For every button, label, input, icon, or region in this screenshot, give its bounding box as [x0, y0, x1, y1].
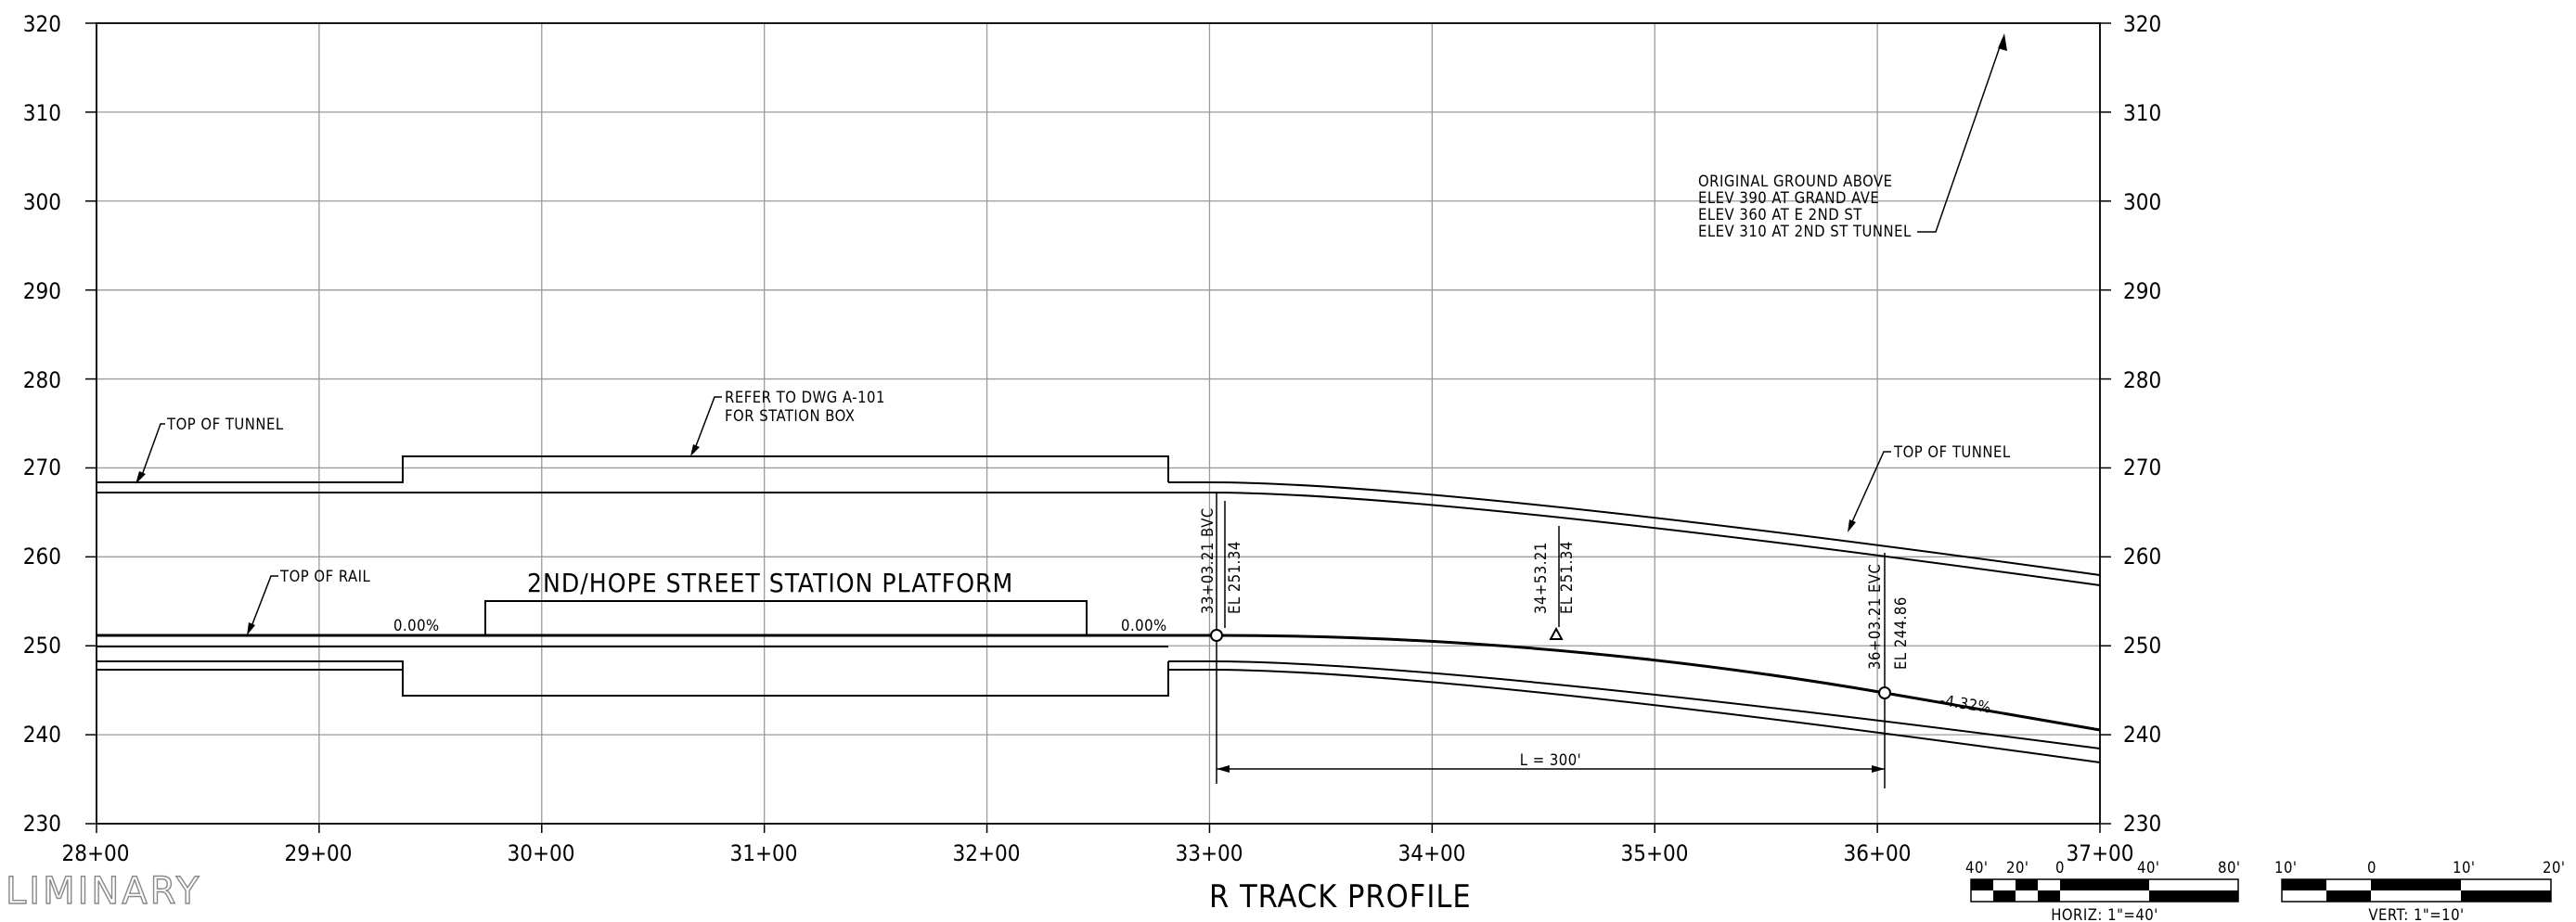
v-scale-tick: 20' — [2543, 859, 2565, 877]
horizontal-scale-bar: 40' 20' 0 40' 80' HORIZ: 1"=40' — [1965, 859, 2240, 922]
elev-tick-label: 300 — [23, 189, 61, 215]
station-tick-label: 33+00 — [1175, 840, 1243, 866]
original-ground-line: ELEV 390 AT GRAND AVE — [1698, 189, 1879, 207]
elev-tick-label: 250 — [2123, 633, 2161, 659]
grade-label-right: -4.32% — [1938, 691, 1992, 716]
original-ground-line: ORIGINAL GROUND ABOVE — [1698, 173, 1893, 190]
pvi-elev-label: EL 251.34 — [1558, 541, 1576, 614]
top-of-tunnel-right-callout: TOP OF TUNNEL — [1848, 443, 2011, 532]
pvi-point: 34+53.21 EL 251.34 — [1532, 526, 1576, 640]
station-tick-label: 29+00 — [284, 840, 352, 866]
h-scale-tick: 80' — [2218, 859, 2240, 877]
v-scale-tick: 10' — [2274, 859, 2297, 877]
elev-tick-label: 240 — [2123, 722, 2161, 748]
elev-tick-label: 280 — [23, 367, 61, 393]
evc-elev-label: EL 244.86 — [1892, 596, 1910, 670]
top-of-tunnel-right-label: TOP OF TUNNEL — [1893, 443, 2011, 461]
plot-frame — [96, 22, 2101, 825]
elev-tick-label: 310 — [23, 100, 61, 126]
h-scale-tick: 0 — [2055, 859, 2065, 877]
elev-tick-label: 260 — [2123, 544, 2161, 570]
original-ground-line: ELEV 310 AT 2ND ST TUNNEL — [1698, 223, 1912, 240]
original-ground-callout: ORIGINAL GROUND ABOVE ELEV 390 AT GRAND … — [1698, 33, 2007, 240]
elev-tick-label: 320 — [23, 11, 61, 37]
tunnel-invert-lines — [97, 646, 2101, 763]
bvc-station-label: 33+03.21 BVC — [1199, 507, 1217, 614]
station-tick-label: 28+00 — [61, 840, 129, 866]
elev-tick-label: 320 — [2123, 11, 2161, 37]
elev-tick-label: 260 — [23, 544, 61, 570]
station-tick-label: 37+00 — [2066, 840, 2133, 866]
station-tick-label: 30+00 — [507, 840, 574, 866]
station-tick-label: 35+00 — [1620, 840, 1688, 866]
bvc-elev-label: EL 251.34 — [1226, 541, 1243, 614]
station-axis: 28+00 29+00 30+00 31+00 32+00 33+00 34+0… — [61, 840, 2133, 866]
evc-station-label: 36+03.21 EVC — [1866, 564, 1884, 670]
station-tick-label: 36+00 — [1843, 840, 1911, 866]
elev-tick-label: 230 — [23, 811, 61, 837]
elev-tick-label: 280 — [2123, 367, 2161, 393]
elevation-axis-right: 320 310 300 290 280 270 260 250 240 230 — [2123, 11, 2161, 837]
preliminary-stamp: LIMINARY — [6, 870, 201, 913]
station-tick-label: 34+00 — [1397, 840, 1465, 866]
v-scale-tick: 10' — [2453, 859, 2475, 877]
drawing-title: R TRACK PROFILE — [1209, 878, 1472, 916]
v-scale-label: VERT: 1"=10' — [2368, 906, 2464, 922]
elev-tick-label: 290 — [2123, 278, 2161, 304]
elev-tick-label: 240 — [23, 722, 61, 748]
top-of-tunnel-left-label: TOP OF TUNNEL — [166, 416, 284, 433]
h-scale-label: HORIZ: 1"=40' — [2051, 906, 2158, 922]
station-tick-label: 32+00 — [952, 840, 1020, 866]
top-of-rail-label: TOP OF RAIL — [279, 568, 371, 585]
v-scale-tick: 0 — [2367, 859, 2376, 877]
elev-tick-label: 230 — [2123, 811, 2161, 837]
bvc-point: 33+03.21 BVC EL 251.34 — [1199, 492, 1243, 784]
top-of-tunnel-left-callout: TOP OF TUNNEL — [135, 416, 284, 484]
elev-tick-label: 310 — [2123, 100, 2161, 126]
refer-dwg-callout: REFER TO DWG A-101 FOR STATION BOX — [690, 389, 885, 456]
h-scale-tick: 40' — [1965, 859, 1988, 877]
tunnel-top-outline — [97, 455, 2101, 586]
top-of-rail-callout: TOP OF RAIL — [247, 568, 371, 635]
vertical-scale-bar: 10' 0 10' 20' VERT: 1"=10' — [2274, 859, 2565, 922]
h-scale-tick: 40' — [2137, 859, 2159, 877]
elev-tick-label: 290 — [23, 278, 61, 304]
evc-point: 36+03.21 EVC EL 244.86 — [1866, 553, 1910, 788]
h-scale-tick: 20' — [2006, 859, 2029, 877]
elev-tick-label: 270 — [2123, 455, 2161, 480]
platform-label: 2ND/HOPE STREET STATION PLATFORM — [527, 568, 1013, 598]
pvi-station-label: 34+53.21 — [1532, 542, 1550, 614]
elev-tick-label: 250 — [23, 633, 61, 659]
elevation-axis-left: 320 310 300 290 280 270 260 250 240 230 — [23, 11, 61, 837]
grade-label-left: 0.00% — [393, 617, 440, 634]
curve-length-label: L = 300' — [1520, 751, 1582, 769]
station-platform: 2ND/HOPE STREET STATION PLATFORM — [484, 568, 1088, 635]
elev-tick-label: 300 — [2123, 189, 2161, 215]
elev-tick-label: 270 — [23, 455, 61, 480]
curve-length-dimension: L = 300' — [1217, 751, 1885, 773]
refer-dwg-line1: REFER TO DWG A-101 — [725, 389, 885, 406]
station-tick-label: 31+00 — [729, 840, 797, 866]
grade-label-mid: 0.00% — [1121, 617, 1167, 634]
original-ground-line: ELEV 360 AT E 2ND ST — [1698, 206, 1862, 224]
top-of-rail-line — [97, 634, 2101, 732]
refer-dwg-line2: FOR STATION BOX — [725, 407, 855, 425]
